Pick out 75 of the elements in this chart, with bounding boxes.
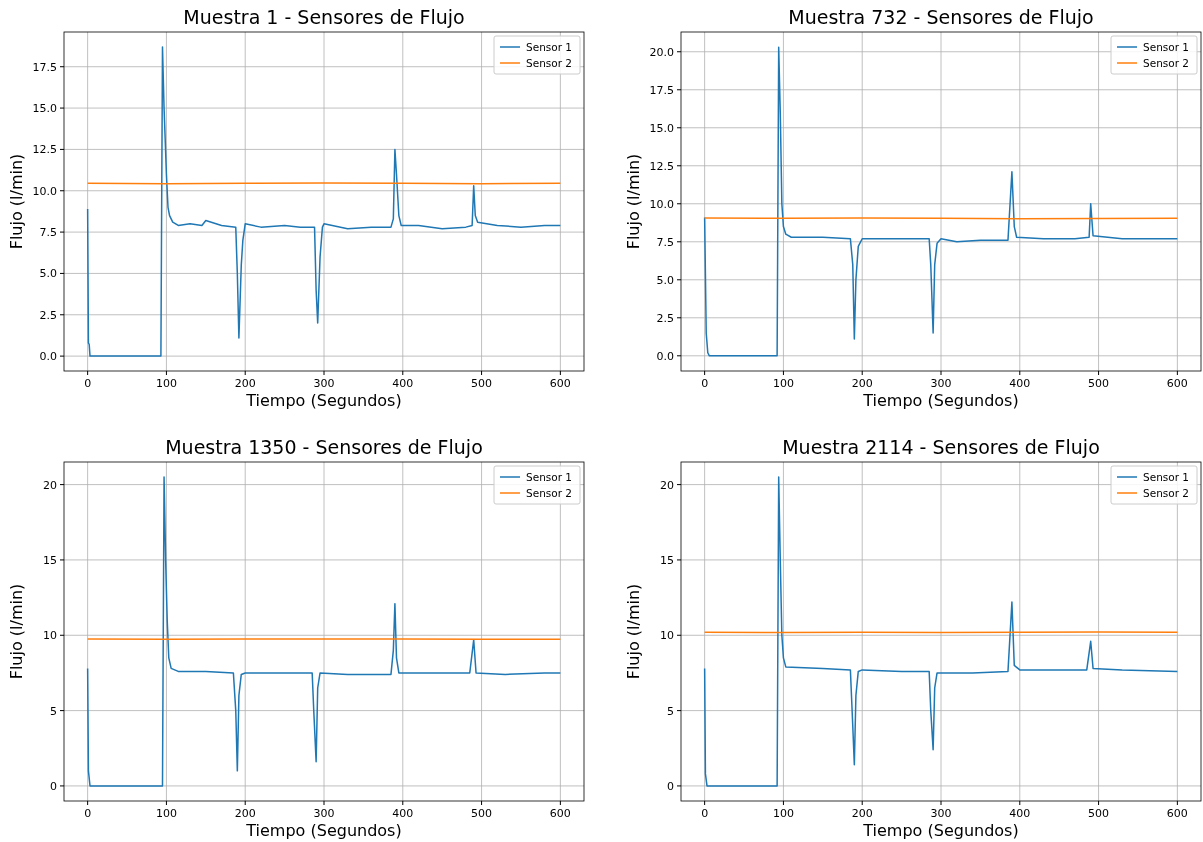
x-tick-label: 100 — [772, 807, 794, 820]
chart-title: Muestra 2114 - Sensores de Flujo — [782, 436, 1100, 458]
x-tick-label: 0 — [701, 377, 709, 390]
y-tick-label: 0.0 — [656, 349, 674, 363]
y-tick-label: 5 — [50, 704, 57, 718]
y-tick-label: 5.0 — [656, 273, 674, 287]
chart-title: Muestra 732 - Sensores de Flujo — [788, 6, 1094, 28]
x-tick-label: 500 — [1088, 807, 1110, 820]
x-axis-title: Tiempo (Segundos) — [245, 821, 402, 840]
y-tick-label: 12.5 — [32, 143, 57, 157]
x-tick-label: 0 — [84, 377, 92, 390]
y-axis-title: Flujo (l/min) — [7, 153, 26, 250]
y-tick-label: 20 — [660, 478, 674, 492]
y-tick-label: 0 — [667, 779, 674, 793]
legend-label: Sensor 1 — [526, 471, 573, 483]
y-tick-label: 10.0 — [649, 197, 674, 211]
x-tick-label: 300 — [313, 377, 335, 390]
x-axis-title: Tiempo (Segundos) — [862, 391, 1019, 410]
y-tick-label: 17.5 — [649, 83, 674, 97]
x-tick-label: 400 — [1009, 807, 1031, 820]
y-tick-label: 10 — [660, 629, 674, 643]
x-tick-label: 400 — [392, 377, 414, 390]
x-tick-label: 100 — [155, 377, 177, 390]
y-tick-label: 7.5 — [656, 235, 674, 249]
x-tick-label: 300 — [313, 807, 335, 820]
y-tick-label: 15.0 — [649, 121, 674, 135]
y-tick-label: 15 — [43, 553, 57, 567]
x-tick-label: 200 — [851, 807, 873, 820]
y-tick-label: 5.0 — [39, 267, 57, 281]
x-tick-label: 200 — [234, 807, 256, 820]
x-axis-title: Tiempo (Segundos) — [245, 391, 402, 410]
x-axis-title: Tiempo (Segundos) — [862, 821, 1019, 840]
chart-title: Muestra 1 - Sensores de Flujo — [183, 6, 465, 28]
y-tick-label: 10.0 — [32, 184, 57, 198]
x-tick-label: 600 — [549, 807, 571, 820]
x-tick-label: 300 — [930, 807, 952, 820]
x-tick-label: 0 — [701, 807, 709, 820]
x-tick-label: 100 — [772, 377, 794, 390]
y-axis-title: Flujo (l/min) — [624, 583, 643, 680]
y-tick-label: 5 — [667, 704, 674, 718]
y-tick-label: 2.5 — [656, 311, 674, 325]
y-tick-label: 17.5 — [32, 60, 57, 74]
chart-title: Muestra 1350 - Sensores de Flujo — [165, 436, 483, 458]
x-tick-label: 500 — [471, 807, 493, 820]
x-tick-label: 200 — [851, 377, 873, 390]
y-tick-label: 15 — [660, 553, 674, 567]
y-tick-label: 20 — [43, 478, 57, 492]
y-tick-label: 0 — [50, 779, 57, 793]
legend-label: Sensor 1 — [526, 41, 573, 53]
y-tick-label: 15.0 — [32, 102, 57, 116]
x-tick-label: 600 — [1166, 377, 1188, 390]
y-tick-label: 0.0 — [39, 350, 57, 364]
legend-label: Sensor 2 — [1143, 57, 1190, 69]
y-tick-label: 20.0 — [649, 45, 674, 59]
legend-label: Sensor 2 — [1143, 487, 1190, 499]
x-tick-label: 0 — [84, 807, 92, 820]
x-tick-label: 100 — [155, 807, 177, 820]
y-tick-label: 10 — [43, 629, 57, 643]
y-axis-title: Flujo (l/min) — [624, 153, 643, 250]
legend-label: Sensor 1 — [1143, 471, 1190, 483]
legend-label: Sensor 2 — [526, 487, 573, 499]
x-tick-label: 500 — [1088, 377, 1110, 390]
y-axis-title: Flujo (l/min) — [7, 583, 26, 680]
x-tick-label: 200 — [234, 377, 256, 390]
x-tick-label: 500 — [471, 377, 493, 390]
x-tick-label: 600 — [1166, 807, 1188, 820]
y-tick-label: 7.5 — [39, 226, 57, 240]
x-tick-label: 400 — [392, 807, 414, 820]
y-tick-label: 12.5 — [649, 159, 674, 173]
x-tick-label: 600 — [549, 377, 571, 390]
x-tick-label: 300 — [930, 377, 952, 390]
legend-label: Sensor 1 — [1143, 41, 1190, 53]
x-tick-label: 400 — [1009, 377, 1031, 390]
legend-label: Sensor 2 — [526, 57, 573, 69]
y-tick-label: 2.5 — [39, 308, 57, 322]
